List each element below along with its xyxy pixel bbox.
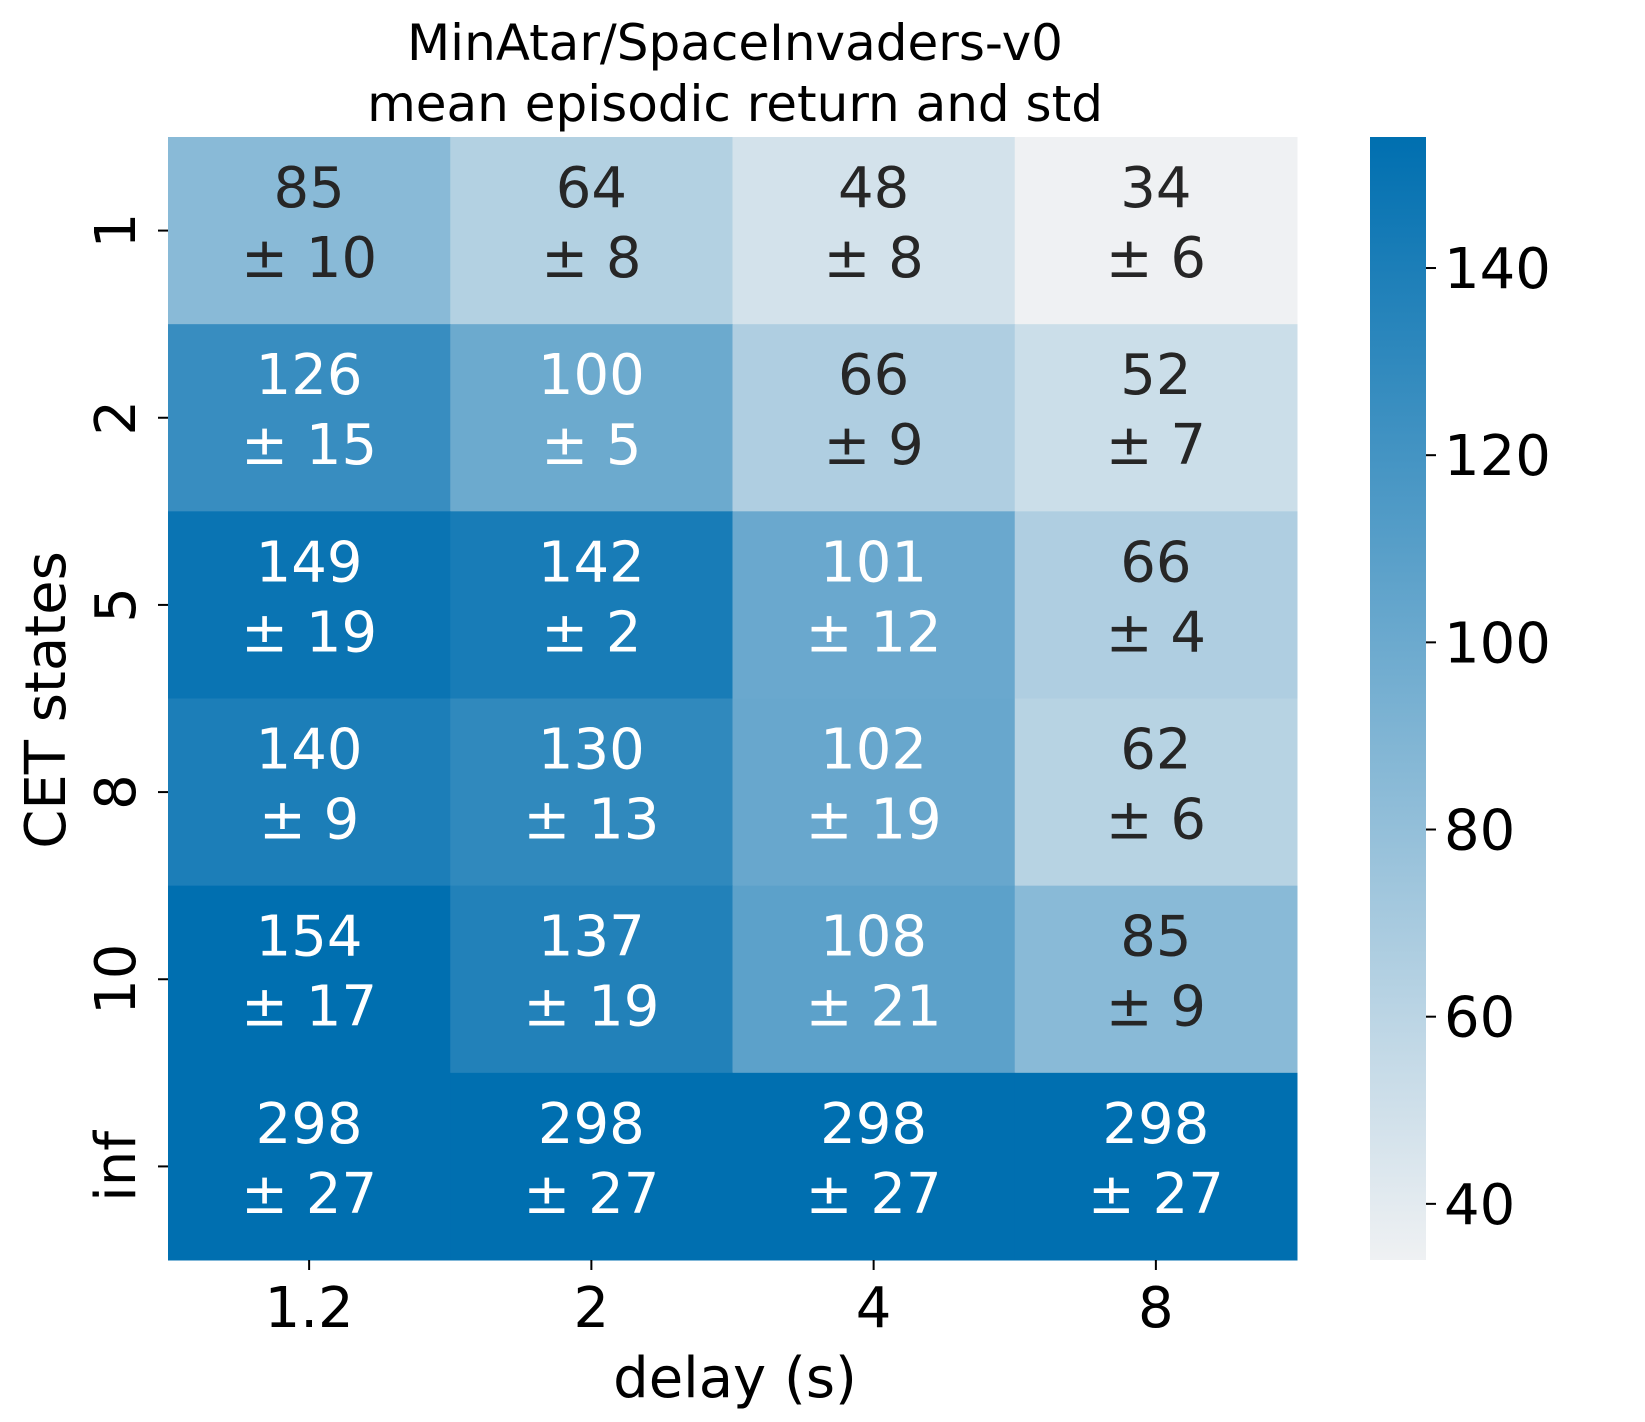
x-tick-label: 4 — [856, 1276, 892, 1341]
cell-value-label: 154 — [256, 905, 363, 970]
cell-value-label: 298 — [256, 1092, 363, 1157]
cell-value-label: 126 — [256, 343, 363, 408]
chart-subtitle: mean episodic return and std — [367, 75, 1103, 133]
heatmap-cell — [168, 698, 451, 887]
heatmap-cell — [732, 324, 1016, 512]
cell-value-label: 100 — [538, 343, 645, 408]
cell-std-label: ± 13 — [523, 788, 659, 853]
heatmap-cell — [1014, 698, 1298, 887]
cell-value-label: 48 — [838, 156, 909, 221]
cell-std-label: ± 27 — [1088, 1162, 1224, 1227]
cell-std-label: ± 9 — [1106, 975, 1206, 1040]
x-tick-label: 1.2 — [265, 1276, 354, 1341]
cell-std-label: ± 17 — [241, 975, 377, 1040]
colorbar-tick-label: 40 — [1444, 1173, 1515, 1238]
cell-std-label: ± 27 — [806, 1162, 942, 1227]
heatmap-cell — [1014, 324, 1298, 512]
cell-value-label: 298 — [1102, 1092, 1209, 1157]
y-tick-label: 5 — [84, 587, 149, 623]
y-axis: 1 2 5 8 10 inf — [84, 213, 168, 1202]
heatmap-cell — [168, 137, 451, 325]
cell-value-label: 52 — [1120, 343, 1191, 408]
cell-value-label: 66 — [838, 343, 909, 408]
heatmap-cell — [1014, 511, 1298, 699]
y-tick-label: 8 — [84, 774, 149, 810]
cell-value-label: 66 — [1120, 530, 1191, 595]
heatmap-cell — [450, 324, 733, 512]
cell-value-label: 85 — [1120, 905, 1191, 970]
heatmap-cell — [168, 324, 451, 512]
heatmap-cell — [732, 885, 1016, 1074]
y-axis-label: CET states — [14, 551, 79, 849]
heatmap-cell — [168, 511, 451, 699]
x-axis: 1.2 2 4 8 — [265, 1260, 1174, 1341]
heatmap-cell — [732, 698, 1016, 887]
cell-value-label: 149 — [256, 530, 363, 595]
cell-value-label: 85 — [273, 156, 344, 221]
heatmap-cell — [450, 137, 733, 325]
colorbar-tick-label: 80 — [1444, 799, 1515, 864]
x-tick-label: 2 — [574, 1276, 610, 1341]
cell-value-label: 140 — [256, 718, 363, 783]
cell-std-label: ± 6 — [1106, 788, 1206, 853]
cell-std-label: ± 10 — [241, 226, 377, 291]
cell-value-label: 108 — [820, 905, 927, 970]
heatmap-cell — [450, 885, 733, 1074]
cell-std-label: ± 19 — [241, 600, 377, 665]
heatmap-cell — [1014, 1072, 1298, 1261]
heatmap-cell — [450, 511, 733, 699]
y-tick-label: 1 — [84, 213, 149, 249]
heatmap-cell — [1014, 885, 1298, 1074]
cell-value-label: 34 — [1120, 156, 1191, 221]
heatmap-cell — [732, 1072, 1016, 1261]
cell-value-label: 298 — [820, 1092, 927, 1157]
cell-std-label: ± 2 — [541, 600, 641, 665]
heatmap-cell — [168, 1072, 451, 1261]
x-axis-label: delay (s) — [613, 1346, 857, 1411]
colorbar-tick-label: 140 — [1444, 237, 1551, 302]
colorbar-ticks: 40 60 80 100 120 140 — [1426, 237, 1551, 1238]
colorbar-tick-label: 120 — [1444, 424, 1551, 489]
heatmap-cell — [732, 511, 1016, 699]
x-tick-label: 8 — [1138, 1276, 1174, 1341]
cell-std-label: ± 19 — [523, 975, 659, 1040]
cell-std-label: ± 21 — [806, 975, 942, 1040]
cell-value-label: 137 — [538, 905, 645, 970]
y-tick-label: 2 — [84, 400, 149, 436]
cell-std-label: ± 12 — [806, 600, 942, 665]
cell-value-label: 102 — [820, 718, 927, 783]
colorbar-tick-label: 60 — [1444, 986, 1515, 1051]
colorbar-tick-label: 100 — [1444, 611, 1551, 676]
cell-std-label: ± 4 — [1106, 600, 1206, 665]
cell-value-label: 64 — [556, 156, 627, 221]
heatmap-cell — [732, 137, 1016, 325]
cell-std-label: ± 5 — [541, 413, 641, 478]
cell-std-label: ± 6 — [1106, 226, 1206, 291]
heatmap-cell — [450, 1072, 733, 1261]
cell-value-label: 130 — [538, 718, 645, 783]
cell-std-label: ± 19 — [806, 788, 942, 853]
colorbar — [1370, 137, 1426, 1260]
cell-std-label: ± 15 — [241, 413, 377, 478]
cell-std-label: ± 7 — [1106, 413, 1206, 478]
cell-std-label: ± 27 — [241, 1162, 377, 1227]
heatmap-cell — [168, 885, 451, 1074]
cell-std-label: ± 27 — [523, 1162, 659, 1227]
cell-value-label: 142 — [538, 530, 645, 595]
chart-title: MinAtar/SpaceInvaders-v0 — [407, 14, 1063, 72]
cell-value-label: 101 — [820, 530, 927, 595]
y-tick-label: 10 — [84, 944, 149, 1015]
cell-std-label: ± 8 — [823, 226, 923, 291]
cell-value-label: 298 — [538, 1092, 645, 1157]
heatmap-cell — [450, 698, 733, 887]
cell-std-label: ± 8 — [541, 226, 641, 291]
y-tick-label: inf — [84, 1130, 149, 1202]
heatmap-cell — [1014, 137, 1298, 325]
cell-std-label: ± 9 — [259, 788, 359, 853]
cell-std-label: ± 9 — [823, 413, 923, 478]
cell-value-label: 62 — [1120, 718, 1191, 783]
